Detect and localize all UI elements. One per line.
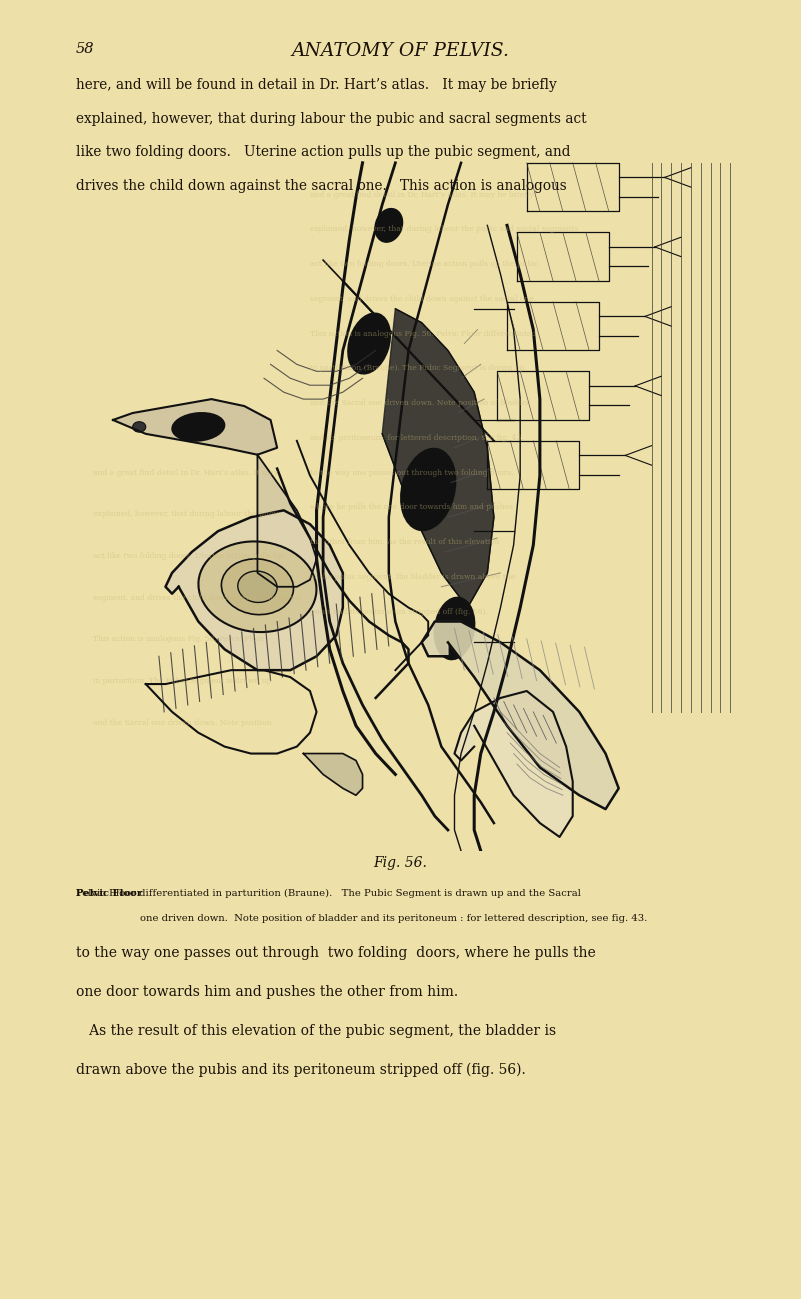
Text: in parturition (Braune). The Pubic Segment is drawn up: in parturition (Braune). The Pubic Segme…	[310, 364, 525, 373]
Text: where he pulls the one door towards him and pushes: where he pulls the one door towards him …	[310, 503, 513, 512]
Ellipse shape	[133, 422, 146, 433]
Ellipse shape	[172, 413, 224, 440]
Text: This action is analogous Fig. 56. Pelvic Floor differentiated: This action is analogous Fig. 56. Pelvic…	[310, 330, 536, 338]
Ellipse shape	[400, 448, 456, 530]
Text: segment, and drives the child down against the sacral.: segment, and drives the child down again…	[93, 594, 303, 601]
Text: explained, however, that during labour the pubic and sacral segments: explained, however, that during labour t…	[310, 226, 578, 234]
Text: one driven down.  Note position of bladder and its peritoneum : for lettered des: one driven down. Note position of bladde…	[140, 914, 647, 924]
Polygon shape	[257, 455, 316, 587]
Text: to the way one passes out through two folding doors,: to the way one passes out through two fo…	[310, 469, 513, 477]
Text: and the Sacral one driven down. Note position of bladder: and the Sacral one driven down. Note pos…	[310, 399, 530, 407]
Text: of the pubic segment, the bladder is drawn above the: of the pubic segment, the bladder is dra…	[310, 573, 515, 581]
Text: and a great find detail in Dr. Hart’s atlas. It may: and a great find detail in Dr. Hart’s at…	[93, 469, 278, 477]
Ellipse shape	[221, 559, 293, 614]
Text: here, and will be found in detail in Dr. Hart’s atlas.   It may be briefly: here, and will be found in detail in Dr.…	[76, 78, 557, 92]
Text: ANATOMY OF PELVIS.: ANATOMY OF PELVIS.	[292, 42, 509, 60]
Text: Fig. 56.: Fig. 56.	[373, 856, 428, 870]
Text: pubis and its peritoneum stripped off (fig. 56).: pubis and its peritoneum stripped off (f…	[310, 608, 488, 616]
Text: 58: 58	[76, 42, 95, 56]
Text: This action is analogous Fig. 56. Pelvic Floor: This action is analogous Fig. 56. Pelvic…	[93, 635, 264, 643]
Text: the other from him. As the result of this elevation: the other from him. As the result of thi…	[310, 538, 500, 546]
Text: drawn above the pubis and its peritoneum stripped off (fig. 56).: drawn above the pubis and its peritoneum…	[76, 1063, 525, 1077]
Text: explained, however, that during labour the pubic: explained, however, that during labour t…	[93, 511, 280, 518]
Text: drives the child down against the sacral one.   This action is analogous: drives the child down against the sacral…	[76, 179, 567, 194]
Ellipse shape	[375, 209, 403, 242]
Text: explained, however, that during labour the pubic and sacral segments act: explained, however, that during labour t…	[76, 112, 586, 126]
Polygon shape	[113, 399, 277, 455]
Text: and its peritoneum: for lettered description, see fig. 43.: and its peritoneum: for lettered descrip…	[310, 434, 524, 442]
Ellipse shape	[199, 542, 316, 633]
Text: act like two folding doors. Uterine action pulls up the pubic: act like two folding doors. Uterine acti…	[310, 260, 538, 268]
Text: to the way one passes out through  two folding  doors, where he pulls the: to the way one passes out through two fo…	[76, 946, 596, 960]
Text: in parturition. The Pubic Segment is drawn up: in parturition. The Pubic Segment is dra…	[93, 677, 272, 685]
Text: and a great find detail in Dr. Hart’s atlas. It may be briefly: and a great find detail in Dr. Hart’s at…	[310, 191, 533, 199]
Text: Pelvic Floor: Pelvic Floor	[76, 889, 143, 898]
Polygon shape	[166, 511, 343, 670]
Text: segment, and drives the child down against the sacral one.: segment, and drives the child down again…	[310, 295, 536, 303]
Text: like two folding doors.   Uterine action pulls up the pubic segment, and: like two folding doors. Uterine action p…	[76, 145, 570, 160]
Text: Pelvic Floor differentiated in parturition (Braune).   The Pubic Segment is draw: Pelvic Floor differentiated in parturiti…	[76, 889, 581, 898]
Polygon shape	[304, 753, 363, 795]
Text: act like two folding doors. Uterine action pulls up: act like two folding doors. Uterine acti…	[93, 552, 284, 560]
Ellipse shape	[348, 313, 390, 374]
Text: and the Sacral one driven down. Note position: and the Sacral one driven down. Note pos…	[93, 718, 272, 727]
Text: As the result of this elevation of the pubic segment, the bladder is: As the result of this elevation of the p…	[76, 1024, 556, 1038]
Ellipse shape	[238, 572, 277, 603]
Polygon shape	[421, 621, 618, 809]
Polygon shape	[454, 691, 573, 837]
Polygon shape	[382, 309, 494, 608]
Text: one door towards him and pushes the other from him.: one door towards him and pushes the othe…	[76, 985, 458, 999]
Ellipse shape	[434, 598, 474, 660]
